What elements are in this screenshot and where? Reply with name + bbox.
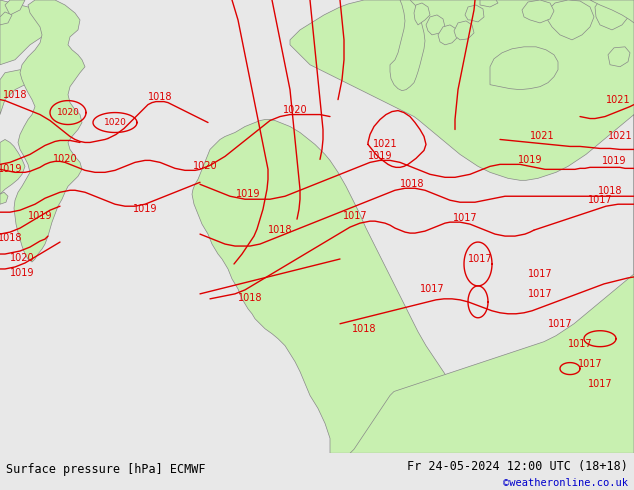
Polygon shape xyxy=(414,3,430,25)
Polygon shape xyxy=(350,274,634,453)
Text: 1019: 1019 xyxy=(133,204,157,214)
Polygon shape xyxy=(547,0,594,40)
Polygon shape xyxy=(192,120,494,453)
Text: 1017: 1017 xyxy=(343,211,367,221)
Text: 1019: 1019 xyxy=(602,156,626,167)
Text: 1017: 1017 xyxy=(468,254,493,264)
Text: Fr 24-05-2024 12:00 UTC (18+18): Fr 24-05-2024 12:00 UTC (18+18) xyxy=(407,460,628,473)
Text: 1017: 1017 xyxy=(527,269,552,279)
Text: ©weatheronline.co.uk: ©weatheronline.co.uk xyxy=(503,478,628,489)
Text: 1017: 1017 xyxy=(588,195,612,205)
Polygon shape xyxy=(390,0,425,91)
Polygon shape xyxy=(438,25,458,45)
Text: 1021: 1021 xyxy=(373,140,398,149)
Text: 1018: 1018 xyxy=(268,225,292,235)
Text: 1019: 1019 xyxy=(518,155,542,166)
Text: 1019: 1019 xyxy=(10,268,34,278)
Text: 1018: 1018 xyxy=(598,186,622,196)
Text: 1019: 1019 xyxy=(236,189,260,199)
Text: 1017: 1017 xyxy=(578,359,602,368)
Polygon shape xyxy=(5,0,25,15)
Text: 1020: 1020 xyxy=(53,154,77,164)
Polygon shape xyxy=(590,0,634,23)
Text: 1018: 1018 xyxy=(352,324,376,334)
Polygon shape xyxy=(14,0,85,262)
Polygon shape xyxy=(465,5,484,22)
Text: 1021: 1021 xyxy=(605,95,630,105)
Polygon shape xyxy=(608,47,630,67)
Text: 1017: 1017 xyxy=(567,339,592,349)
Polygon shape xyxy=(490,47,558,90)
Text: 1019: 1019 xyxy=(368,151,392,161)
Text: 1019: 1019 xyxy=(28,211,52,221)
Text: 1020: 1020 xyxy=(56,108,79,117)
Text: 1018: 1018 xyxy=(0,233,22,243)
Polygon shape xyxy=(522,0,554,23)
Polygon shape xyxy=(0,192,8,204)
Text: 1017: 1017 xyxy=(588,378,612,389)
Text: 1020: 1020 xyxy=(283,104,307,115)
Polygon shape xyxy=(454,21,474,40)
Text: 1018: 1018 xyxy=(400,179,424,189)
Text: 1018: 1018 xyxy=(238,293,262,303)
Text: 1021: 1021 xyxy=(607,131,632,142)
Text: 1017: 1017 xyxy=(420,284,444,294)
Text: 1018: 1018 xyxy=(148,92,172,101)
Text: Surface pressure [hPa] ECMWF: Surface pressure [hPa] ECMWF xyxy=(6,463,206,476)
Text: 1021: 1021 xyxy=(529,131,554,142)
Polygon shape xyxy=(0,0,50,65)
Text: 1020: 1020 xyxy=(103,118,126,127)
Text: 1017: 1017 xyxy=(527,289,552,299)
Polygon shape xyxy=(0,70,30,115)
Text: 1017: 1017 xyxy=(548,319,573,329)
Text: 1020: 1020 xyxy=(193,161,217,172)
Polygon shape xyxy=(0,12,12,25)
Polygon shape xyxy=(426,15,445,35)
Polygon shape xyxy=(290,0,634,274)
Polygon shape xyxy=(0,140,25,194)
Text: 1019: 1019 xyxy=(0,164,22,174)
Text: 1017: 1017 xyxy=(453,213,477,223)
Polygon shape xyxy=(480,0,498,7)
Text: 1020: 1020 xyxy=(10,253,34,263)
Text: 1018: 1018 xyxy=(3,90,27,99)
Polygon shape xyxy=(595,0,634,30)
